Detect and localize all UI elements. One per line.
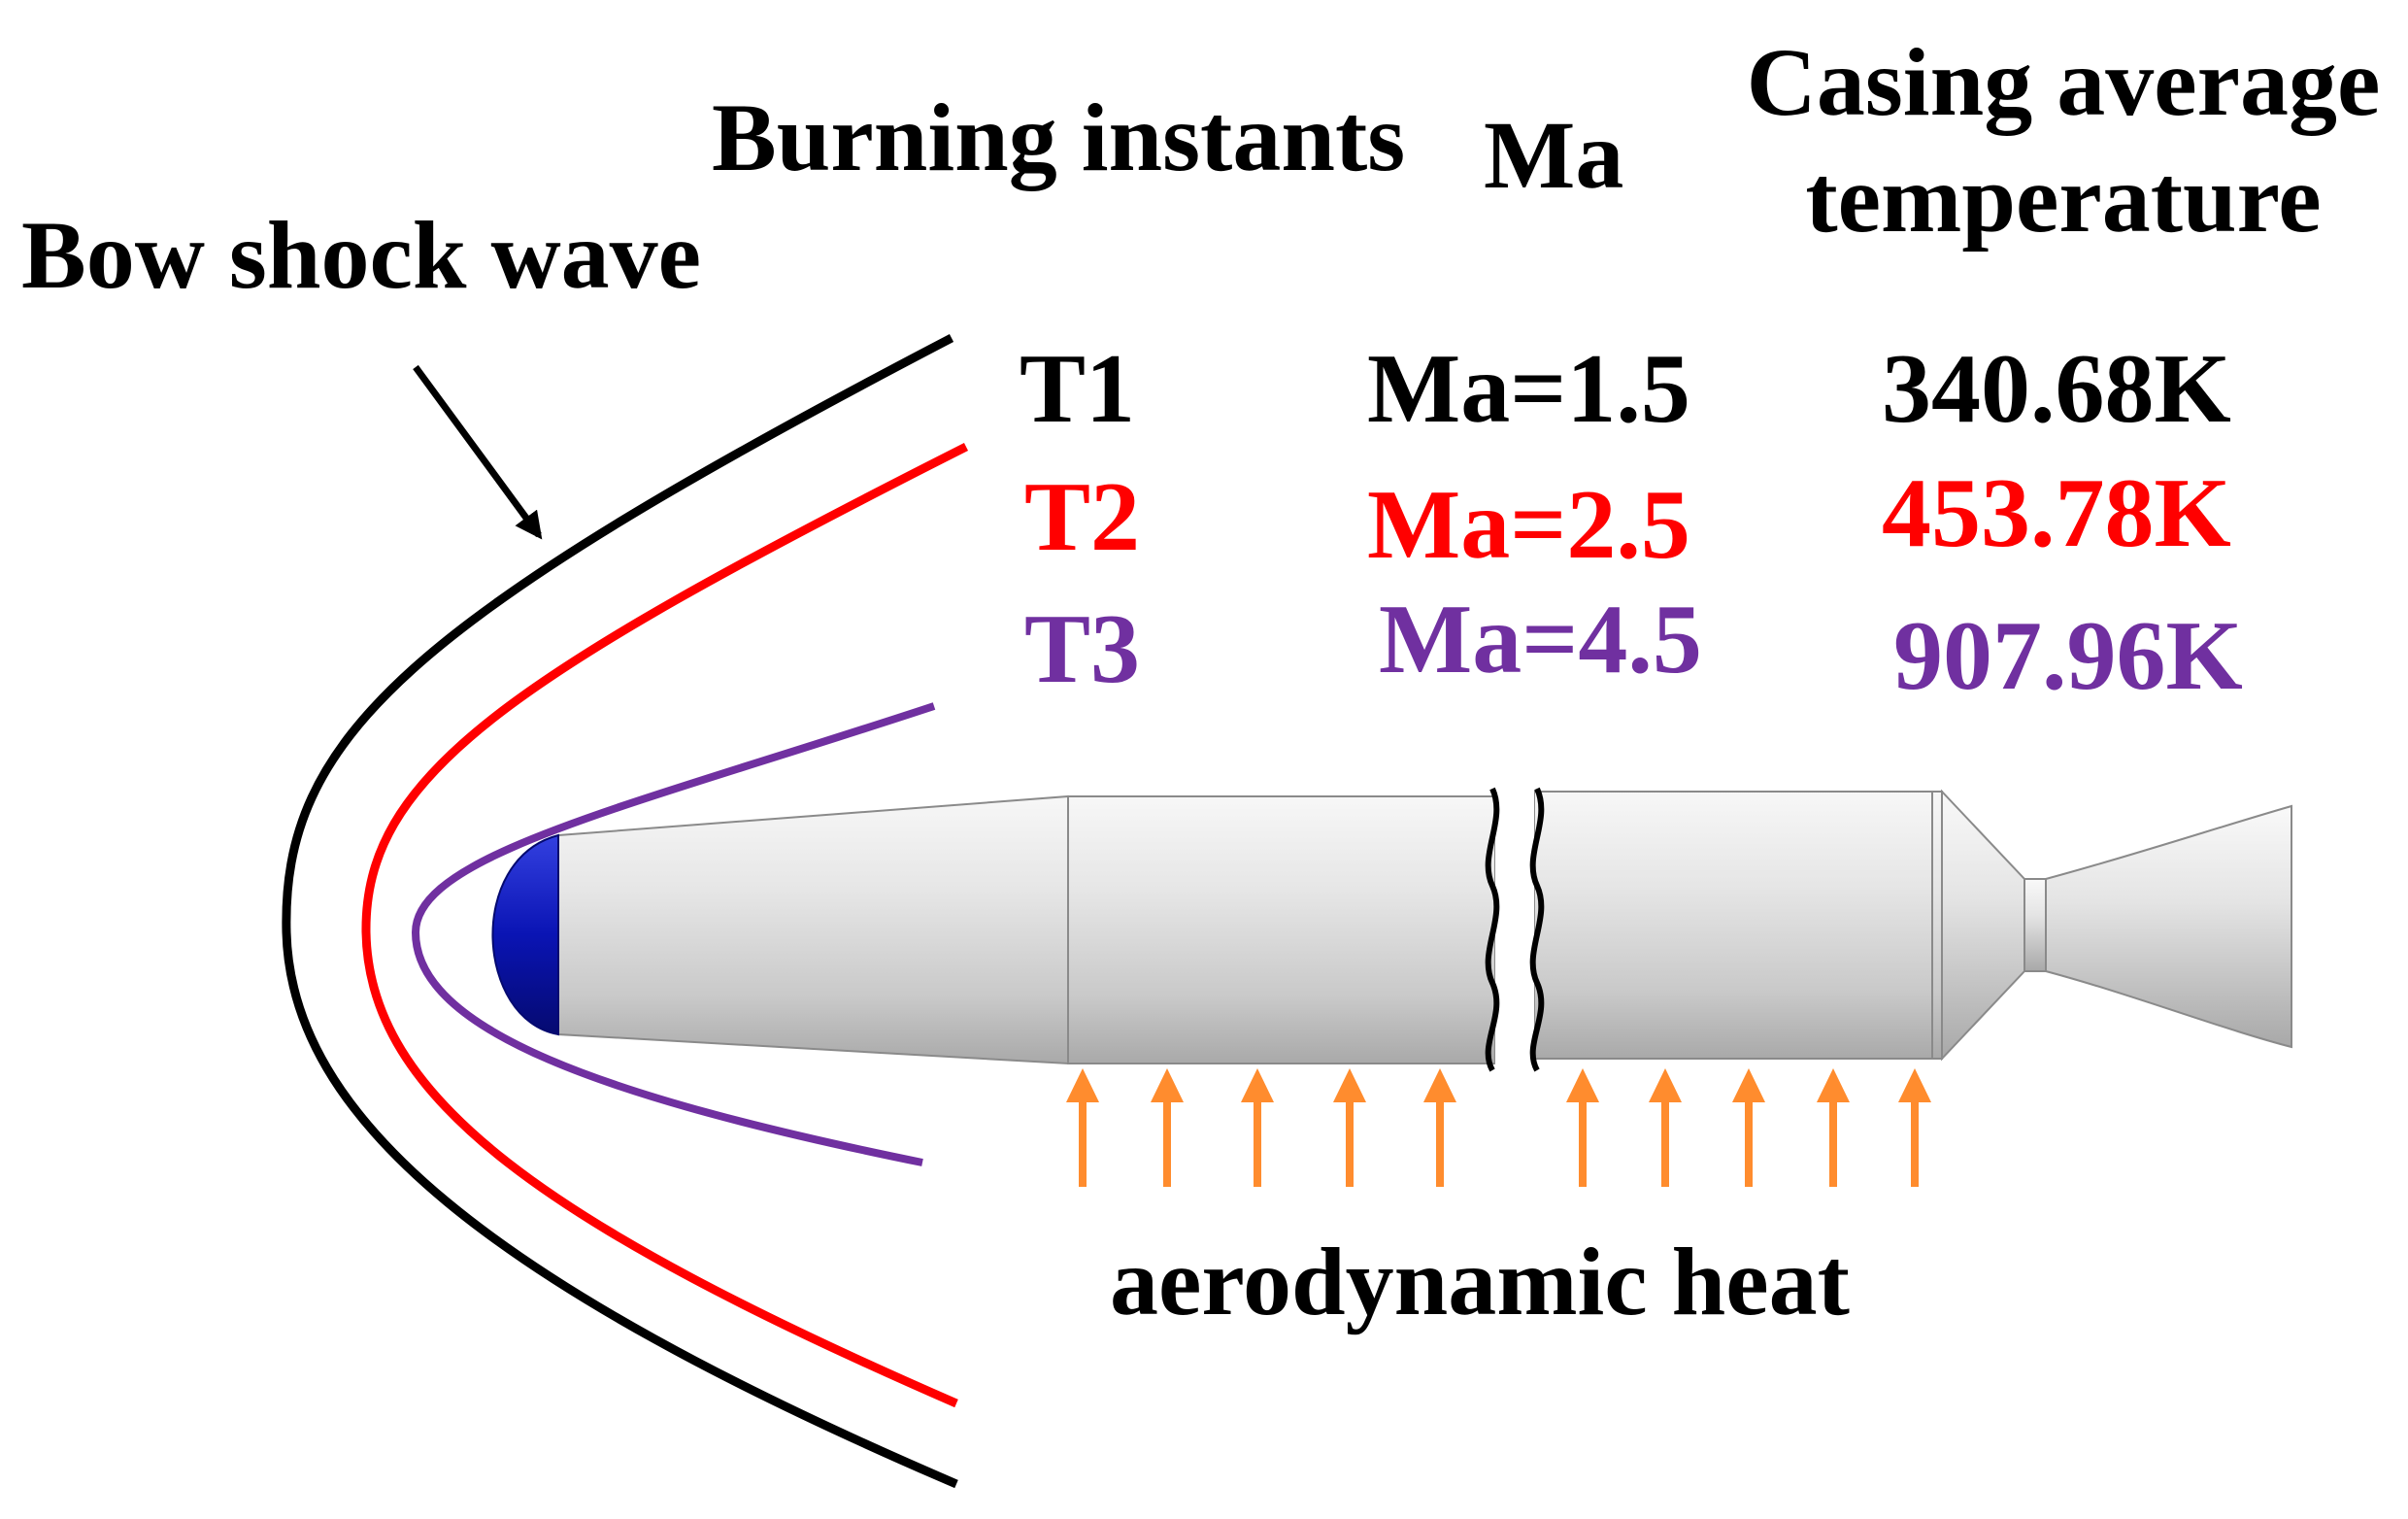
header-burning-instants: Burning instants bbox=[712, 84, 1406, 191]
bow-shock-curve-t3 bbox=[411, 702, 936, 1166]
arrow-icon bbox=[413, 364, 543, 540]
body-break-gap bbox=[1495, 782, 1534, 1073]
up-arrow-icon bbox=[1649, 1068, 1682, 1187]
nozzle-converging bbox=[1941, 789, 2025, 1062]
break-line-left bbox=[1485, 787, 1500, 1072]
row-t1-mach: Ma=1.5 bbox=[1367, 334, 1690, 444]
up-arrow-icon bbox=[1151, 1068, 1184, 1187]
row-t3-mach: Ma=4.5 bbox=[1379, 585, 1702, 694]
aerodynamic-heat-label: aerodynamic heat bbox=[1110, 1228, 1850, 1335]
row-t3-instant: T3 bbox=[1024, 594, 1141, 704]
nozzle-throat bbox=[2023, 878, 2047, 972]
nose-cap bbox=[491, 833, 559, 1036]
up-arrow-icon bbox=[1898, 1068, 1931, 1187]
missile-body-rear bbox=[1533, 791, 1943, 1060]
nozzle-diverging bbox=[2045, 804, 2292, 1049]
row-t1-temperature: 340.68K bbox=[1882, 334, 2231, 444]
bow-shock-label: Bow shock wave bbox=[21, 201, 702, 309]
header-ma: Ma bbox=[1484, 101, 1624, 209]
row-t2-instant: T2 bbox=[1024, 462, 1141, 572]
row-t2-mach: Ma=2.5 bbox=[1367, 470, 1690, 580]
missile-nose-section bbox=[557, 794, 1069, 1065]
header-casing-line2: temperature bbox=[1805, 145, 2322, 253]
up-arrow-icon bbox=[1817, 1068, 1850, 1187]
header-casing-line1: Casing average bbox=[1746, 28, 2381, 136]
bow-shock-curve-t2 bbox=[361, 442, 969, 1408]
up-arrow-icon bbox=[1732, 1068, 1765, 1187]
bow-shock-curve-t1 bbox=[282, 334, 958, 1489]
heat-arrows bbox=[1066, 1068, 1931, 1187]
missile-body-front bbox=[1067, 795, 1496, 1064]
up-arrow-icon bbox=[1423, 1068, 1456, 1187]
row-t2-temperature: 453.78K bbox=[1882, 458, 2231, 568]
row-t1-instant: T1 bbox=[1020, 334, 1136, 444]
up-arrow-icon bbox=[1241, 1068, 1274, 1187]
up-arrow-icon bbox=[1333, 1068, 1366, 1187]
break-line-right bbox=[1529, 787, 1545, 1072]
missile bbox=[491, 782, 2292, 1073]
row-t3-temperature: 907.96K bbox=[1893, 601, 2243, 711]
up-arrow-icon bbox=[1066, 1068, 1099, 1187]
up-arrow-icon bbox=[1566, 1068, 1599, 1187]
